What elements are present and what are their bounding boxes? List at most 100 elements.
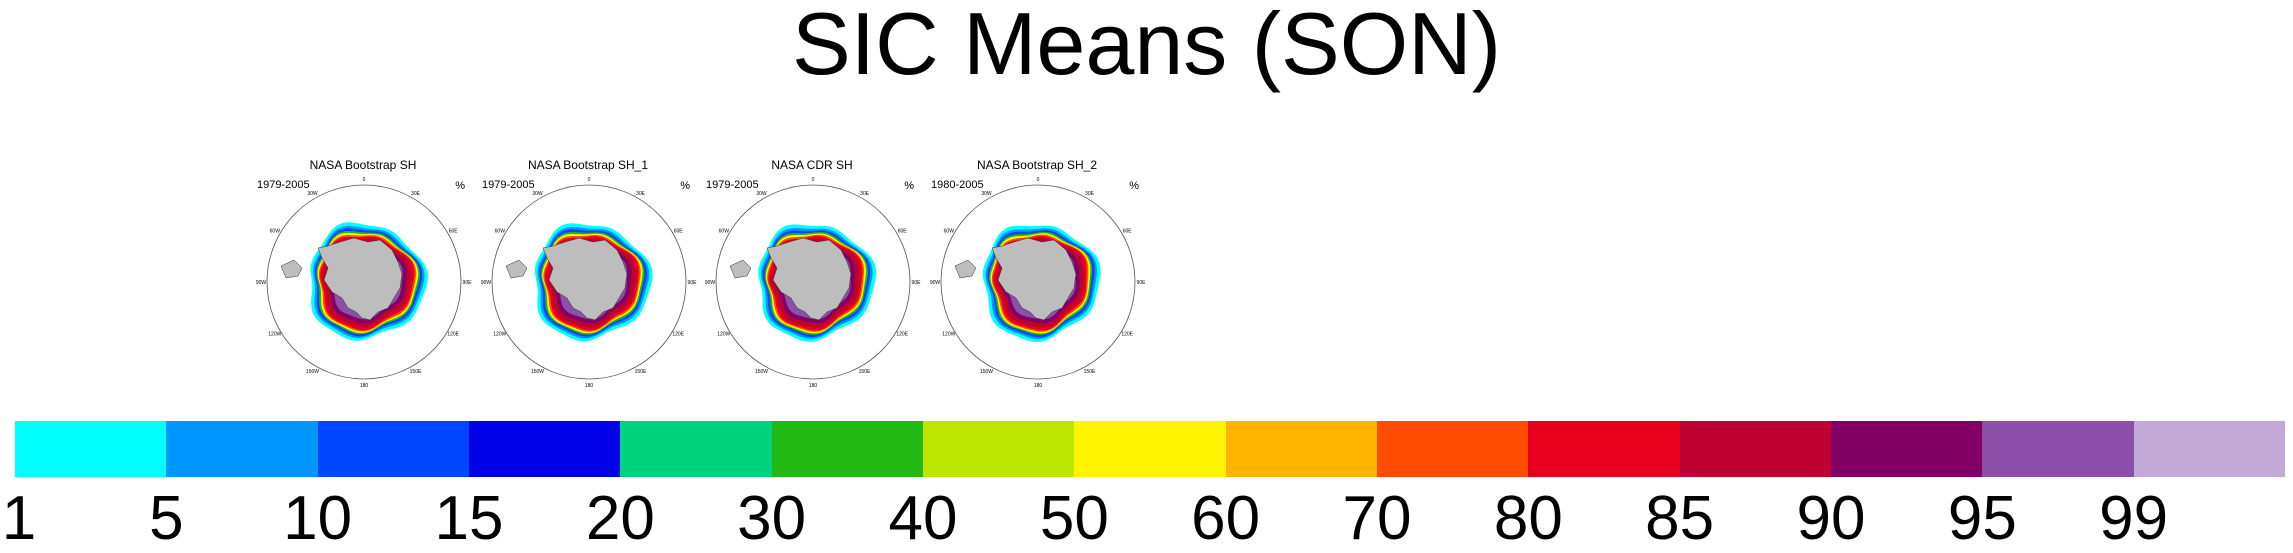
colorbar-label: 99 (2099, 484, 2169, 553)
colorbar-label: 70 (1342, 484, 1412, 553)
longitude-label: 120W (268, 332, 281, 338)
longitude-label: 120E (447, 332, 459, 338)
longitude-label: 60E (898, 229, 908, 235)
colorbar-label: 85 (1645, 484, 1715, 553)
colorbar-label: 30 (737, 484, 807, 553)
longitude-label: 60W (719, 229, 730, 235)
colorbar-box (317, 421, 470, 477)
colorbar-box (1679, 421, 1832, 477)
polar-map: 0 30E 60E 90E 120E 150E 180 150W 120W 90W 60W 30W (256, 177, 473, 389)
antarctica-landmass (317, 237, 403, 321)
panel-title: NASA Bootstrap SH (309, 158, 417, 172)
colorbar-label: 40 (888, 484, 958, 553)
longitude-label: 30W (307, 191, 318, 197)
panel-period: 1980-2005 (931, 179, 984, 191)
longitude-label: 150E (410, 369, 422, 375)
colorbar-box (923, 421, 1075, 477)
longitude-label: 90W (256, 280, 267, 286)
longitude-label: 150W (306, 369, 319, 375)
panel-unit: % (680, 180, 690, 192)
longitude-label: 30W (981, 191, 992, 197)
longitude-label: 150E (635, 369, 647, 375)
longitude-label: 30W (532, 191, 543, 197)
colorbar-box (1225, 421, 1378, 477)
longitude-label: 60E (449, 229, 459, 235)
colorbar-box (2133, 421, 2286, 477)
panel-title: NASA Bootstrap SH_1 (527, 158, 649, 172)
map-panel: 0 30E 60E 90E 120E 150E 180 150W 120W 90W 60W 30W NA… (925, 150, 1149, 390)
south-america-landmass (280, 259, 303, 279)
colorbar-label: 15 (434, 484, 504, 553)
polar-map: 0 30E 60E 90E 120E 150E 180 150W 120W 90W 60W 30W (481, 177, 697, 389)
colorbar-label: 5 (149, 484, 184, 553)
longitude-label: 90W (930, 280, 941, 286)
colorbar-box (1831, 421, 1983, 477)
colorbar-label: 10 (283, 484, 353, 553)
colorbar-label: 95 (1947, 484, 2017, 553)
colorbar-box (1377, 421, 1529, 477)
longitude-label: 180 (809, 383, 818, 389)
map-panel: 0 30E 60E 90E 120E 150E 180 150W 120W 90W 60W 30W NA… (476, 150, 700, 390)
longitude-label: 180 (1034, 383, 1043, 389)
colorbar-label: 20 (585, 484, 655, 553)
panel-unit: % (455, 180, 465, 192)
longitude-label: 120W (717, 332, 730, 338)
longitude-label: 90E (1137, 280, 1147, 286)
longitude-label: 180 (360, 383, 369, 389)
panel-title: NASA Bootstrap SH_2 (976, 158, 1098, 172)
panel-title: NASA CDR SH (771, 158, 853, 172)
longitude-label: 90E (912, 280, 922, 286)
longitude-label: 120W (493, 332, 506, 338)
chart-title: SIC Means (SON) (791, 0, 1502, 93)
colorbar-box (1982, 421, 2135, 477)
longitude-label: 30E (1085, 191, 1095, 197)
south-america-landmass (954, 259, 977, 279)
longitude-label: 0 (812, 177, 815, 183)
longitude-label: 120W (942, 332, 955, 338)
colorbar-box (15, 421, 167, 477)
colorbar-label: 80 (1493, 484, 1563, 553)
colorbar-box (620, 421, 773, 477)
antarctica-landmass (542, 237, 628, 321)
south-america-landmass (729, 259, 752, 279)
longitude-label: 60W (944, 229, 955, 235)
longitude-label: 60W (495, 229, 506, 235)
colorbar-labels: 1 5 10 15 20 30 40 50 60 70 80 85 90 95 99 (0, 485, 2293, 552)
longitude-label: 120E (896, 332, 908, 338)
panel-unit: % (904, 180, 914, 192)
longitude-label: 30E (411, 191, 421, 197)
longitude-label: 150W (531, 369, 544, 375)
colorbar (15, 421, 2286, 477)
panel-unit: % (1129, 180, 1139, 192)
longitude-label: 30E (860, 191, 870, 197)
colorbar-box (469, 421, 621, 477)
longitude-label: 150W (755, 369, 768, 375)
longitude-label: 180 (585, 383, 594, 389)
longitude-label: 30W (756, 191, 767, 197)
colorbar-box (166, 421, 319, 477)
antarctica-landmass (991, 237, 1077, 321)
longitude-label: 60W (270, 229, 281, 235)
longitude-label: 0 (588, 177, 591, 183)
antarctica-landmass (766, 237, 852, 321)
panel-period: 1979-2005 (706, 179, 759, 191)
colorbar-label: 90 (1796, 484, 1866, 553)
colorbar-label: 60 (1191, 484, 1261, 553)
panel-period: 1979-2005 (257, 179, 310, 191)
longitude-label: 150E (859, 369, 871, 375)
longitude-label: 60E (674, 229, 684, 235)
colorbar-box (771, 421, 924, 477)
longitude-label: 120E (672, 332, 684, 338)
longitude-label: 90W (705, 280, 716, 286)
longitude-label: 90W (481, 280, 492, 286)
longitude-label: 150W (980, 369, 993, 375)
colorbar-label: 1 (1, 484, 37, 553)
longitude-label: 60E (1123, 229, 1133, 235)
panel-period: 1979-2005 (482, 179, 535, 191)
longitude-label: 150E (1084, 369, 1096, 375)
colorbar-box (1528, 421, 1681, 477)
longitude-label: 0 (1037, 177, 1040, 183)
map-panel: 0 30E 60E 90E 120E 150E 180 150W 120W 90W 60W 30W NA… (700, 150, 924, 390)
longitude-label: 90E (463, 280, 473, 286)
longitude-label: 0 (363, 177, 366, 183)
